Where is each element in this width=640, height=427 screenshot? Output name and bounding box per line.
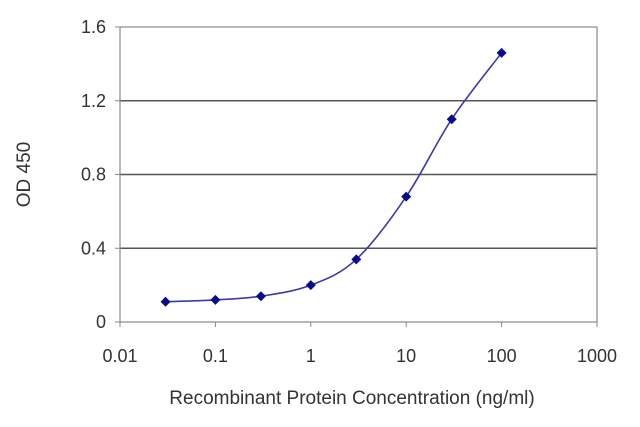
data-point-6: [446, 114, 457, 125]
data-point-5: [401, 191, 412, 202]
x-axis-ticks: 0.01 0.1 1 10 100 1000: [102, 322, 617, 366]
y-tick-label-4: 1.6: [81, 17, 106, 37]
grid-lines: [120, 99, 597, 250]
data-point-1: [210, 294, 221, 305]
y-tick-label-0: 0: [96, 312, 106, 332]
x-tick-label-3: 10: [396, 346, 416, 366]
data-point-3: [305, 280, 316, 291]
y-tick-label-3: 1.2: [81, 91, 106, 111]
y-axis-title: OD 450: [14, 142, 35, 207]
y-tick-label-1: 0.4: [81, 238, 106, 258]
data-point-2: [255, 291, 266, 302]
data-point-7: [496, 47, 507, 58]
data-point-4: [351, 254, 362, 265]
x-tick-label-1: 0.1: [203, 346, 228, 366]
y-axis-ticks: 0 0.4 0.8 1.2 1.6: [81, 17, 120, 332]
x-tick-label-5: 1000: [577, 346, 617, 366]
data-point-0: [160, 296, 171, 307]
x-axis-title: Recombinant Protein Concentration (ng/ml…: [169, 388, 534, 409]
x-tick-label-4: 100: [487, 346, 517, 366]
y-tick-label-2: 0.8: [81, 165, 106, 185]
x-tick-label-2: 1: [306, 346, 316, 366]
x-tick-label-0: 0.01: [102, 346, 137, 366]
series-points: [160, 47, 507, 307]
